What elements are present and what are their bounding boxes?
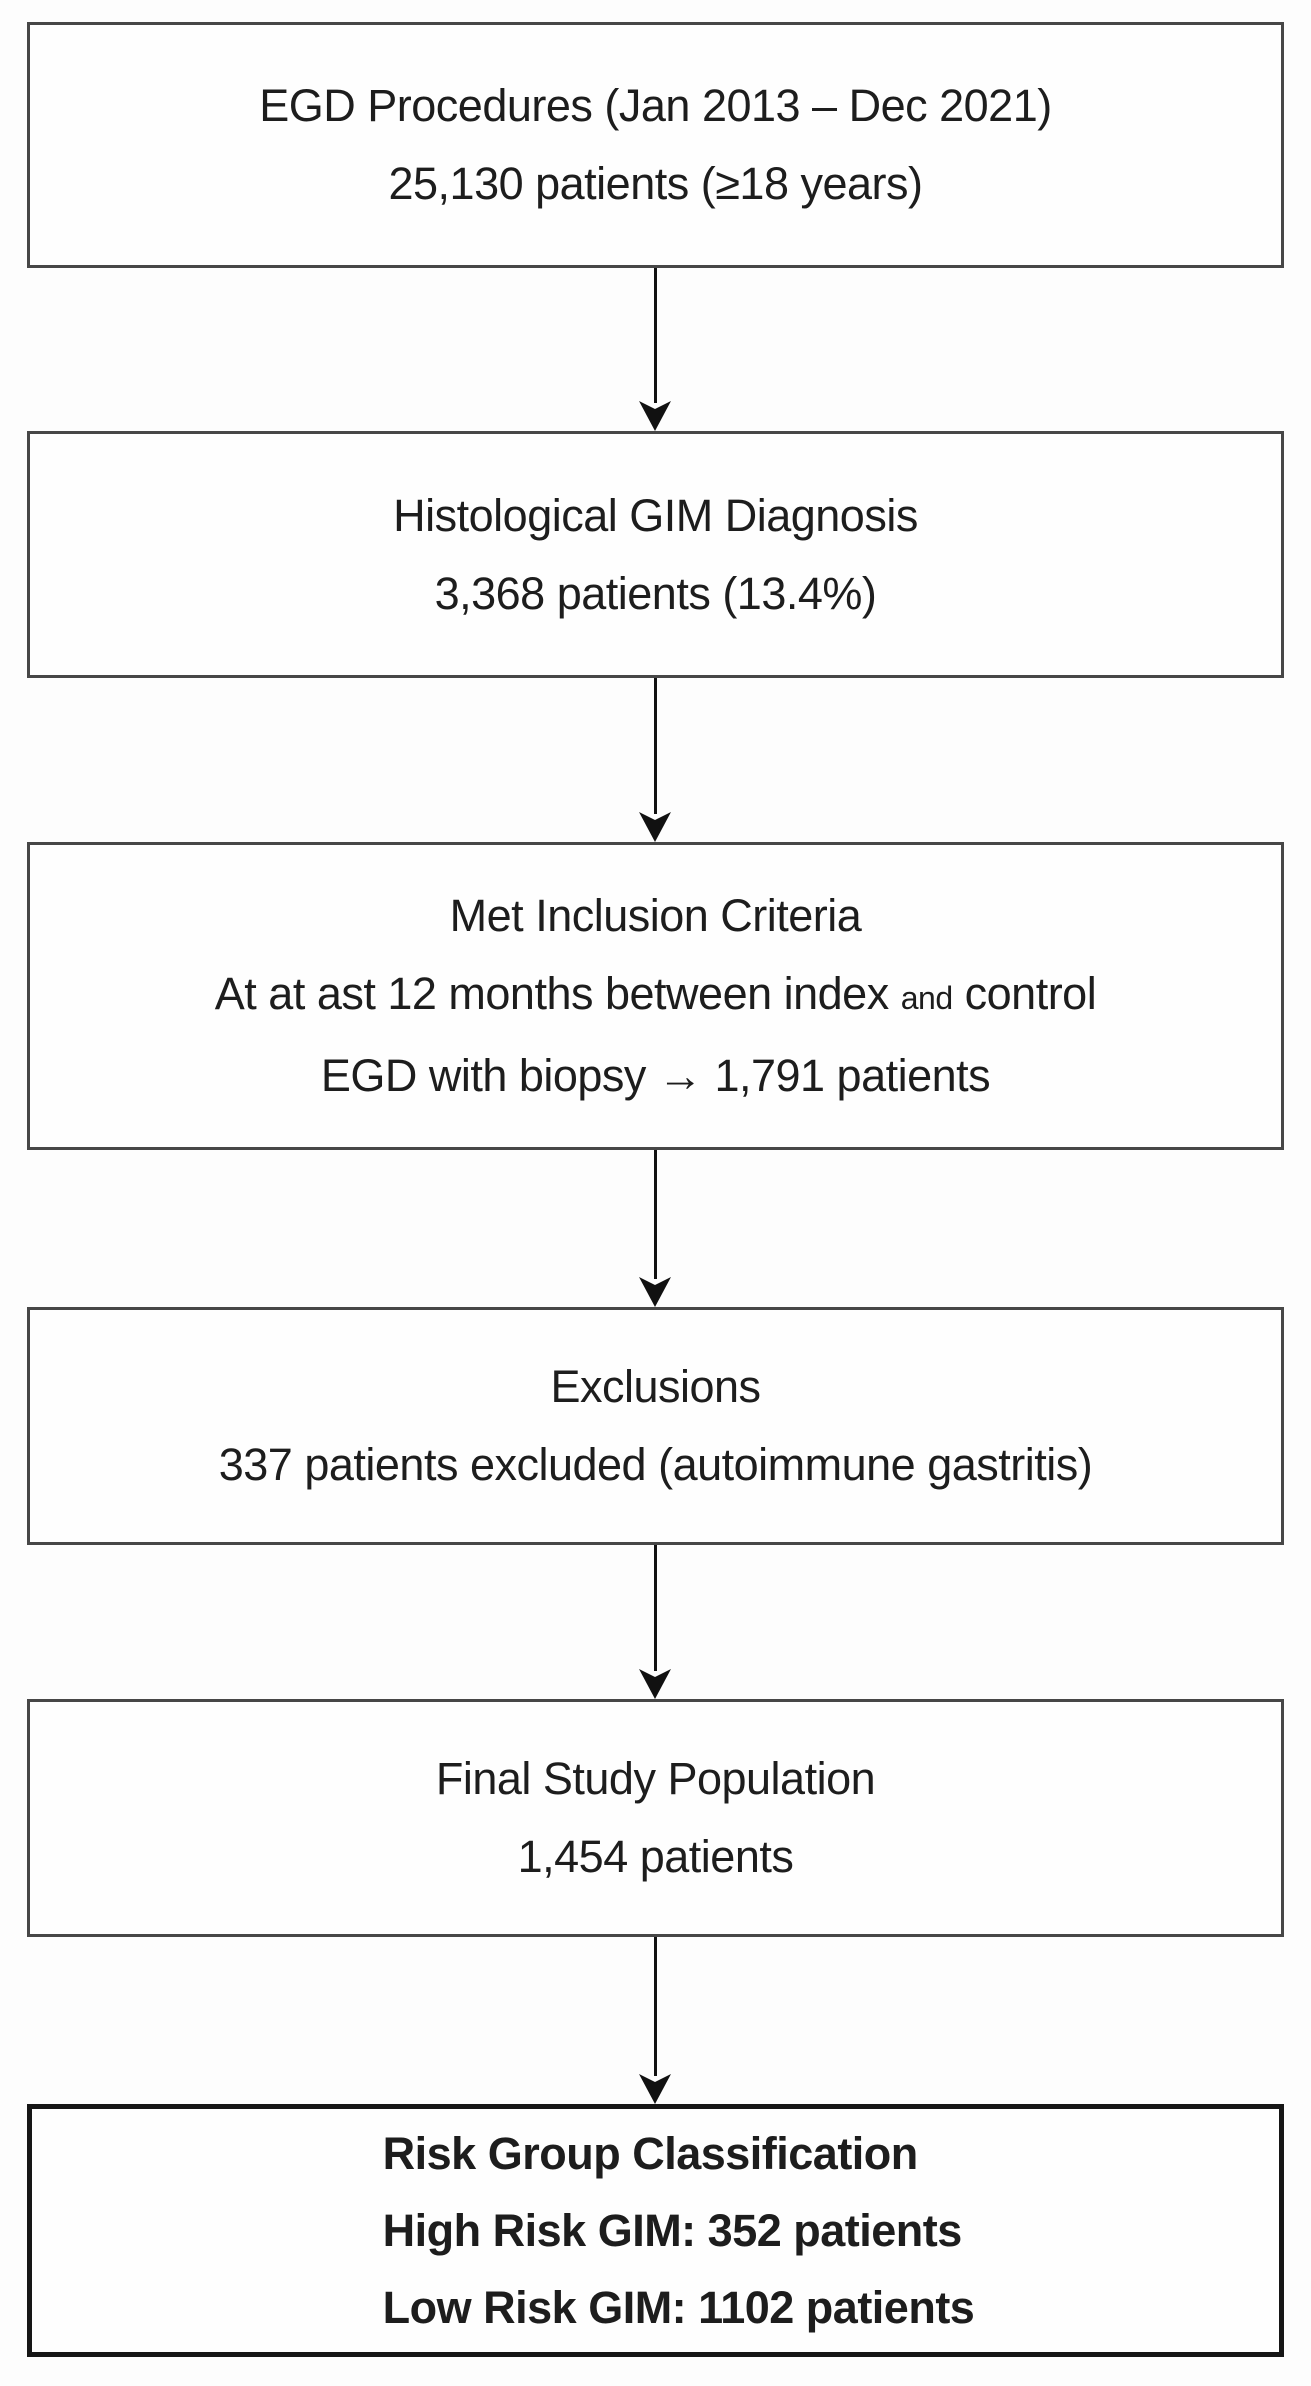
box-detail-high-risk: High Risk GIM: 352 patients	[382, 2205, 963, 2256]
flow-box-exclusions: Exclusions 337 patients excluded (autoim…	[27, 1307, 1284, 1545]
flow-arrow-1	[638, 268, 672, 431]
arrow-down-icon	[639, 1669, 671, 1699]
flow-box-met-inclusion-criteria: Met Inclusion Criteria At at ast 12 mont…	[27, 842, 1284, 1150]
flow-box-risk-group-classification: Risk Group Classification High Risk GIM:…	[27, 2104, 1284, 2357]
flow-box-final-study-population: Final Study Population 1,454 patients	[27, 1699, 1284, 1937]
box-detail: At at ast 12 months between index and co…	[214, 955, 1097, 1037]
flow-arrow-2	[638, 678, 672, 842]
box-title: Met Inclusion Criteria	[449, 890, 862, 941]
box-title: EGD Procedures (Jan 2013 – Dec 2021)	[259, 80, 1052, 131]
box-detail: 3,368 patients (13.4%)	[434, 567, 877, 619]
box-detail: 25,130 patients (≥18 years)	[388, 158, 923, 209]
flow-arrow-4	[638, 1545, 672, 1699]
box-title: Risk Group Classification	[382, 2128, 919, 2179]
arrow-shaft	[653, 1937, 657, 2076]
inclusion-line2-and: and	[900, 980, 953, 1016]
box-detail: EGD with biopsy → 1,791 patients	[320, 1050, 991, 1101]
box-detail: 337 patients excluded (autoimmune gastri…	[218, 1439, 1093, 1490]
arrow-shaft	[653, 1545, 657, 1671]
arrow-shaft	[653, 268, 657, 403]
risk-text-block: Risk Group Classification High Risk GIM:…	[383, 2115, 975, 2346]
flow-box-egd-procedures: EGD Procedures (Jan 2013 – Dec 2021) 25,…	[27, 22, 1284, 268]
flow-arrow-3	[638, 1150, 672, 1307]
inclusion-line2-end: control	[964, 968, 1097, 1019]
box-detail-low-risk: Low Risk GIM: 1102 patients	[382, 2282, 975, 2333]
inclusion-line2-main: At at ast 12 months between index	[214, 968, 889, 1019]
box-detail: 1,454 patients	[517, 1831, 794, 1882]
arrow-down-icon	[639, 812, 671, 842]
arrow-down-icon	[639, 1277, 671, 1307]
arrow-down-icon	[639, 401, 671, 431]
box-title: Exclusions	[550, 1361, 761, 1412]
box-title: Final Study Population	[435, 1753, 876, 1804]
flow-arrow-5	[638, 1937, 672, 2104]
arrow-down-icon	[639, 2074, 671, 2104]
arrow-shaft	[653, 1150, 657, 1279]
box-title: Histological GIM Diagnosis	[393, 489, 918, 541]
arrow-shaft	[653, 678, 657, 814]
flow-box-histological-gim-diagnosis: Histological GIM Diagnosis 3,368 patient…	[27, 431, 1284, 678]
